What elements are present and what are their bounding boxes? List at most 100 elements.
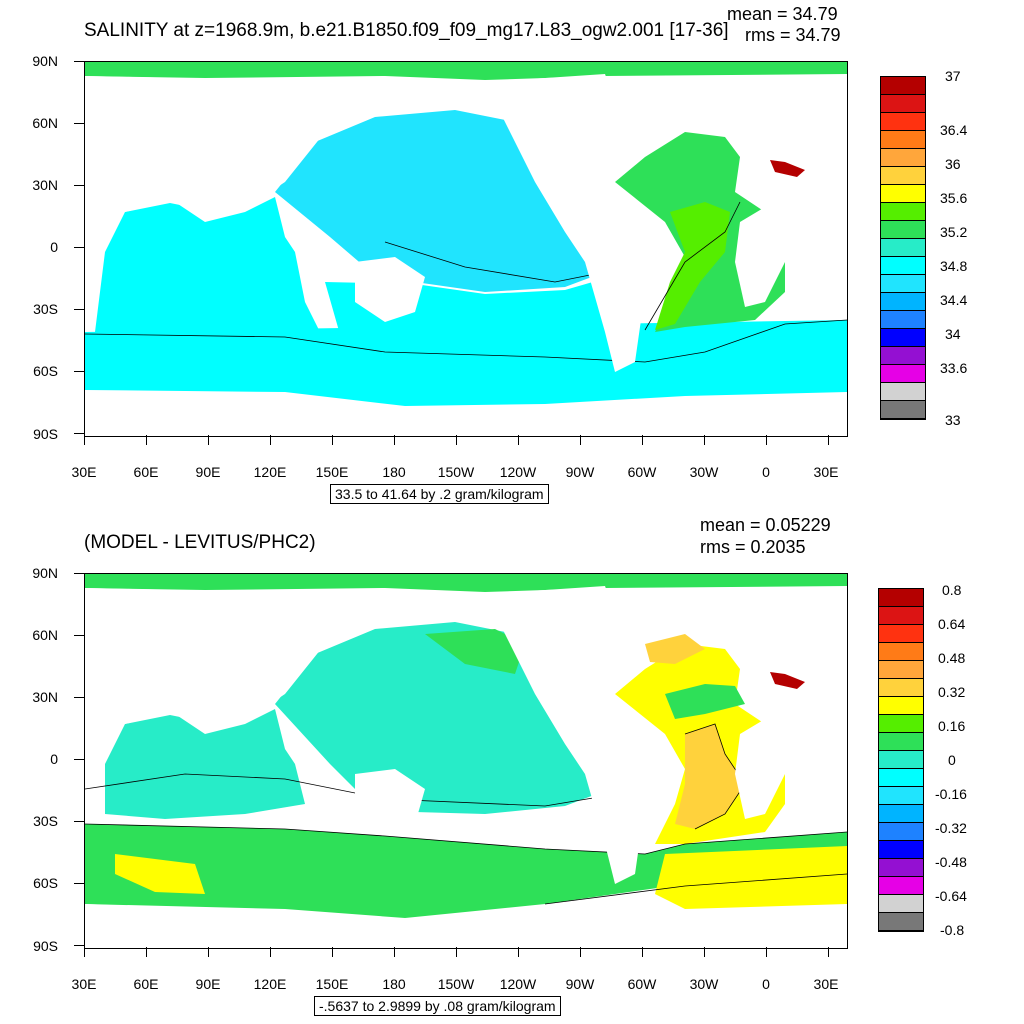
colorbar-swatch [879, 859, 923, 877]
rms-stat: rms = 34.79 [745, 25, 841, 45]
contour-line [684, 723, 746, 830]
colorbar-swatch [879, 679, 923, 697]
lat-label: 90S [33, 938, 58, 954]
lon-label: 120E [253, 464, 287, 480]
colorbar-label: 35.2 [940, 224, 968, 240]
colorbar-swatch [879, 787, 923, 805]
lat-tick [74, 635, 84, 636]
colorbar-label: -0.16 [935, 786, 967, 802]
colorbar-swatch [879, 733, 923, 751]
lat-label: 60N [32, 115, 58, 131]
colorbar-swatch [879, 607, 923, 625]
colorbar-swatch [879, 643, 923, 661]
contour-line [85, 773, 606, 807]
atlantic-north-anomaly [645, 634, 705, 664]
land-asia [85, 76, 345, 222]
lat-label: 30S [33, 813, 58, 829]
lon-label: 0 [762, 976, 770, 992]
colorbar-swatch [881, 77, 925, 95]
difference-map [84, 573, 848, 949]
lat-tick [74, 123, 84, 124]
lon-tick [84, 947, 85, 957]
salinity-panel: SALINITY at z=1968.9m, b.e21.B1850.f09_f… [32, 4, 968, 504]
plot-title: (MODEL - LEVITUS/PHC2) [84, 532, 316, 553]
lon-tick [146, 435, 147, 445]
colorbar-swatch [881, 221, 925, 239]
lat-tick [74, 61, 84, 62]
colorbar-swatch [879, 913, 923, 931]
colorbar-swatch [881, 311, 925, 329]
colorbar-label: 35.6 [940, 190, 968, 206]
colorbar-swatch [879, 661, 923, 679]
land-africa [735, 207, 790, 307]
lon-tick [208, 435, 209, 445]
colorbar-label: 0.8 [942, 582, 962, 598]
lon-label: 90W [565, 976, 595, 992]
rms-stat: rms = 0.2035 [700, 537, 806, 557]
colorbar-swatch [879, 823, 923, 841]
colorbar-label: 37 [945, 68, 961, 84]
colorbar-swatch [881, 365, 925, 383]
land-australia [355, 257, 425, 322]
lon-label: 120W [499, 464, 537, 480]
lat-tick [74, 759, 84, 760]
colorbar-label: -0.8 [940, 922, 965, 938]
contour-line [644, 201, 741, 331]
lon-tick [270, 435, 271, 445]
lon-tick [580, 947, 581, 957]
lon-tick [828, 435, 829, 445]
lon-tick [580, 435, 581, 445]
lat-label: 90N [32, 565, 58, 581]
lat-tick [74, 573, 84, 574]
colorbar-swatch [881, 293, 925, 311]
lon-tick [828, 947, 829, 957]
colorbar-swatch [881, 203, 925, 221]
colorbar-label: 33.6 [940, 360, 968, 376]
lat-label: 60S [33, 363, 58, 379]
lon-label: 180 [382, 464, 406, 480]
lon-tick [704, 435, 705, 445]
land-antarctica [85, 392, 847, 436]
colorbar-swatch [881, 113, 925, 131]
colorbar-label: 36.4 [940, 122, 968, 138]
lat-tick [74, 371, 84, 372]
colorbar-swatch [879, 751, 923, 769]
atlantic-positive-core [675, 724, 745, 829]
lon-label: 90E [195, 976, 221, 992]
lat-label: 30N [32, 177, 58, 193]
colorbar-swatch [881, 329, 925, 347]
colorbar [880, 76, 926, 420]
mediterranean-diff [770, 672, 805, 689]
lon-tick [84, 435, 85, 445]
colorbar-swatch [879, 589, 923, 607]
colorbar-swatch [879, 715, 923, 733]
contour-line [85, 319, 847, 363]
lon-label: 180 [382, 976, 406, 992]
colorbar-swatch [881, 257, 925, 275]
lon-tick [456, 435, 457, 445]
arctic-ocean-diff [85, 574, 847, 592]
lon-label: 60W [627, 976, 657, 992]
lat-tick [74, 309, 84, 310]
lon-tick [332, 435, 333, 445]
range-label: -.5637 to 2.9899 by .08 gram/kilogram [314, 996, 561, 1016]
lon-label: 60W [627, 464, 657, 480]
colorbar-label: 0.64 [938, 616, 966, 632]
lat-label: 0 [50, 239, 58, 255]
lon-label: 30E [71, 464, 97, 480]
colorbar-swatch [879, 697, 923, 715]
lon-label: 30E [813, 976, 839, 992]
colorbar-swatch [881, 131, 925, 149]
colorbar-label: -0.48 [935, 854, 967, 870]
lat-label: 60N [32, 627, 58, 643]
lat-tick [74, 883, 84, 884]
lon-tick [766, 435, 767, 445]
colorbar-label: -0.32 [935, 820, 967, 836]
indian-ocean-diff [105, 709, 305, 819]
lon-label: 120W [499, 976, 537, 992]
lon-label: 30E [813, 464, 839, 480]
lon-tick [270, 947, 271, 957]
lon-tick [456, 947, 457, 957]
arctic-ocean [85, 62, 847, 80]
colorbar-swatch [881, 347, 925, 365]
